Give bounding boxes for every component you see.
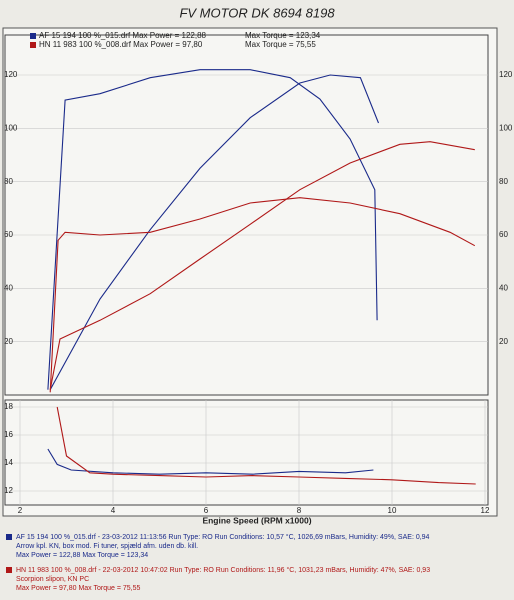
data-line (49, 141, 475, 390)
data-line (56, 406, 476, 485)
y-tick-label: 14 (4, 458, 13, 467)
y2-tick-label: 20 (499, 337, 508, 346)
footer-swatch (6, 567, 12, 573)
y-tick-label: 16 (4, 430, 13, 439)
footer-line: Max Power = 122,88 Max Torque = 123,34 (16, 552, 148, 559)
y-tick-label: 60 (4, 230, 13, 239)
plot-area (4, 34, 489, 396)
legend-label: AF 15 194 100 %_015.drf Max Power = 122,… (39, 31, 207, 40)
y-tick-label: 12 (4, 486, 13, 495)
legend-extra: Max Torque = 123,34 (245, 31, 321, 40)
data-line (49, 197, 476, 393)
y-tick-label: 40 (4, 283, 13, 292)
y-tick-label: 120 (4, 70, 18, 79)
title: FV MOTOR DK 8694 8198 (179, 5, 335, 20)
x-tick-label: 4 (111, 506, 116, 515)
y-tick-label: 100 (4, 123, 18, 132)
x-tick-label: 10 (388, 506, 397, 515)
footer-swatch (6, 534, 12, 540)
plot-area (4, 399, 489, 506)
x-tick-label: 6 (204, 506, 209, 515)
data-line (47, 448, 374, 475)
data-line (47, 69, 378, 390)
y2-tick-label: 40 (499, 283, 508, 292)
panel (2, 27, 498, 517)
footer-line: Arrow kpl. KN, box mod. Fi tuner, spjæld… (16, 543, 198, 550)
footer-line: AF 15 194 100 %_015.drf - 23-03-2012 11:… (16, 533, 430, 541)
footer-line: HN 11 983 100 %_008.drf - 22-03-2012 10:… (16, 566, 430, 574)
y2-tick-label: 80 (499, 177, 508, 186)
x-tick-label: 12 (481, 506, 490, 515)
legend-swatch (30, 33, 36, 39)
x-tick-label: 8 (297, 506, 302, 515)
x-axis-label: Engine Speed (RPM x1000) (202, 515, 311, 525)
y-tick-label: 20 (4, 337, 13, 346)
y-tick-label: 80 (4, 177, 13, 186)
y2-tick-label: 60 (499, 230, 508, 239)
legend-swatch (30, 42, 36, 48)
y-tick-label: 18 (4, 402, 13, 411)
footer-line: Scorpion slipon, KN PC (16, 576, 89, 583)
y2-tick-label: 120 (499, 70, 513, 79)
footer-line: Max Power = 97,80 Max Torque = 75,55 (16, 585, 140, 592)
x-tick-label: 2 (18, 506, 23, 515)
legend-extra: Max Torque = 75,55 (245, 40, 316, 49)
y2-tick-label: 100 (499, 123, 513, 132)
legend-label: HN 11 983 100 %_008.drf Max Power = 97,8… (39, 40, 203, 49)
data-line (49, 74, 380, 390)
